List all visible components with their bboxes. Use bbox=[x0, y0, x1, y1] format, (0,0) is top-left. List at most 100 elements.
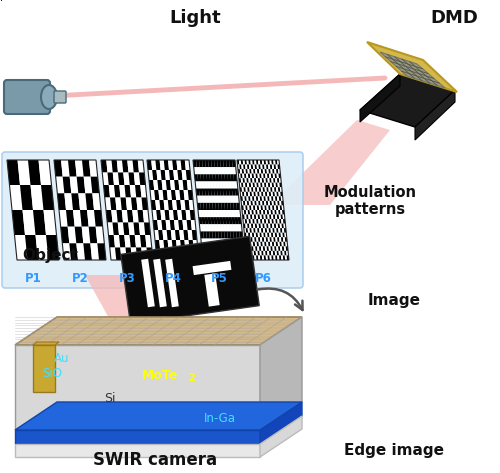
Polygon shape bbox=[109, 185, 115, 198]
Polygon shape bbox=[254, 246, 256, 251]
Polygon shape bbox=[278, 201, 280, 205]
Polygon shape bbox=[200, 224, 203, 231]
Polygon shape bbox=[268, 246, 271, 251]
Polygon shape bbox=[253, 169, 256, 174]
Polygon shape bbox=[113, 173, 119, 185]
Polygon shape bbox=[278, 187, 280, 192]
Polygon shape bbox=[201, 238, 204, 245]
Polygon shape bbox=[278, 246, 280, 251]
Polygon shape bbox=[270, 165, 272, 169]
Polygon shape bbox=[256, 174, 258, 178]
Polygon shape bbox=[86, 193, 94, 210]
Polygon shape bbox=[266, 201, 268, 205]
Polygon shape bbox=[54, 160, 62, 177]
Polygon shape bbox=[244, 237, 247, 242]
Polygon shape bbox=[180, 160, 186, 170]
Polygon shape bbox=[286, 251, 288, 255]
Polygon shape bbox=[274, 160, 276, 165]
Polygon shape bbox=[126, 198, 132, 210]
Polygon shape bbox=[252, 210, 254, 215]
Polygon shape bbox=[255, 224, 257, 228]
Polygon shape bbox=[249, 165, 252, 169]
Polygon shape bbox=[268, 160, 270, 165]
Polygon shape bbox=[173, 170, 178, 180]
Polygon shape bbox=[272, 165, 274, 169]
Polygon shape bbox=[220, 217, 224, 224]
Polygon shape bbox=[244, 160, 247, 165]
Polygon shape bbox=[218, 231, 222, 238]
Polygon shape bbox=[275, 233, 277, 237]
Polygon shape bbox=[255, 169, 258, 174]
Polygon shape bbox=[271, 174, 273, 178]
Polygon shape bbox=[238, 253, 242, 260]
Polygon shape bbox=[274, 224, 276, 228]
Text: Edge image: Edge image bbox=[344, 443, 444, 457]
Polygon shape bbox=[222, 203, 225, 210]
Polygon shape bbox=[277, 237, 280, 242]
Polygon shape bbox=[254, 242, 257, 246]
Polygon shape bbox=[214, 196, 218, 203]
Polygon shape bbox=[246, 210, 248, 215]
Polygon shape bbox=[278, 210, 280, 215]
Polygon shape bbox=[171, 190, 176, 200]
Polygon shape bbox=[272, 224, 274, 228]
Text: SWIR camera: SWIR camera bbox=[93, 451, 217, 469]
Polygon shape bbox=[276, 210, 278, 215]
Polygon shape bbox=[246, 233, 248, 237]
Polygon shape bbox=[272, 228, 275, 233]
Polygon shape bbox=[226, 160, 230, 167]
Polygon shape bbox=[140, 235, 146, 247]
Polygon shape bbox=[208, 189, 212, 196]
Polygon shape bbox=[266, 165, 268, 169]
Polygon shape bbox=[25, 235, 38, 260]
Polygon shape bbox=[254, 215, 256, 219]
Polygon shape bbox=[167, 190, 172, 200]
Polygon shape bbox=[260, 317, 302, 430]
Polygon shape bbox=[260, 251, 262, 255]
Polygon shape bbox=[89, 160, 98, 177]
Polygon shape bbox=[242, 205, 244, 210]
Polygon shape bbox=[254, 183, 257, 187]
Polygon shape bbox=[156, 210, 162, 220]
Polygon shape bbox=[274, 246, 276, 251]
Polygon shape bbox=[258, 233, 260, 237]
Polygon shape bbox=[104, 185, 110, 198]
Polygon shape bbox=[256, 165, 259, 169]
Polygon shape bbox=[114, 185, 120, 198]
Polygon shape bbox=[282, 210, 284, 215]
Polygon shape bbox=[240, 174, 242, 178]
Polygon shape bbox=[162, 220, 166, 230]
Polygon shape bbox=[266, 233, 268, 237]
Polygon shape bbox=[105, 198, 111, 210]
Polygon shape bbox=[162, 230, 168, 240]
Polygon shape bbox=[380, 52, 445, 88]
Polygon shape bbox=[210, 245, 214, 253]
Polygon shape bbox=[261, 169, 263, 174]
Polygon shape bbox=[194, 167, 198, 174]
Polygon shape bbox=[198, 182, 202, 189]
FancyBboxPatch shape bbox=[54, 91, 66, 103]
Polygon shape bbox=[258, 178, 260, 183]
Polygon shape bbox=[229, 160, 232, 167]
Polygon shape bbox=[228, 203, 231, 210]
Polygon shape bbox=[230, 203, 234, 210]
Polygon shape bbox=[360, 74, 400, 122]
Polygon shape bbox=[98, 243, 106, 260]
Polygon shape bbox=[242, 160, 245, 165]
Polygon shape bbox=[96, 227, 104, 243]
Polygon shape bbox=[108, 173, 114, 185]
Polygon shape bbox=[164, 160, 169, 170]
Polygon shape bbox=[239, 178, 241, 183]
Polygon shape bbox=[193, 240, 198, 250]
Polygon shape bbox=[274, 228, 276, 233]
Polygon shape bbox=[276, 224, 278, 228]
Polygon shape bbox=[269, 251, 272, 255]
Polygon shape bbox=[238, 217, 242, 224]
Polygon shape bbox=[360, 74, 455, 127]
Polygon shape bbox=[250, 233, 252, 237]
Polygon shape bbox=[251, 187, 254, 192]
Polygon shape bbox=[251, 205, 254, 210]
Polygon shape bbox=[260, 416, 302, 457]
Polygon shape bbox=[270, 160, 272, 165]
Polygon shape bbox=[146, 247, 153, 260]
